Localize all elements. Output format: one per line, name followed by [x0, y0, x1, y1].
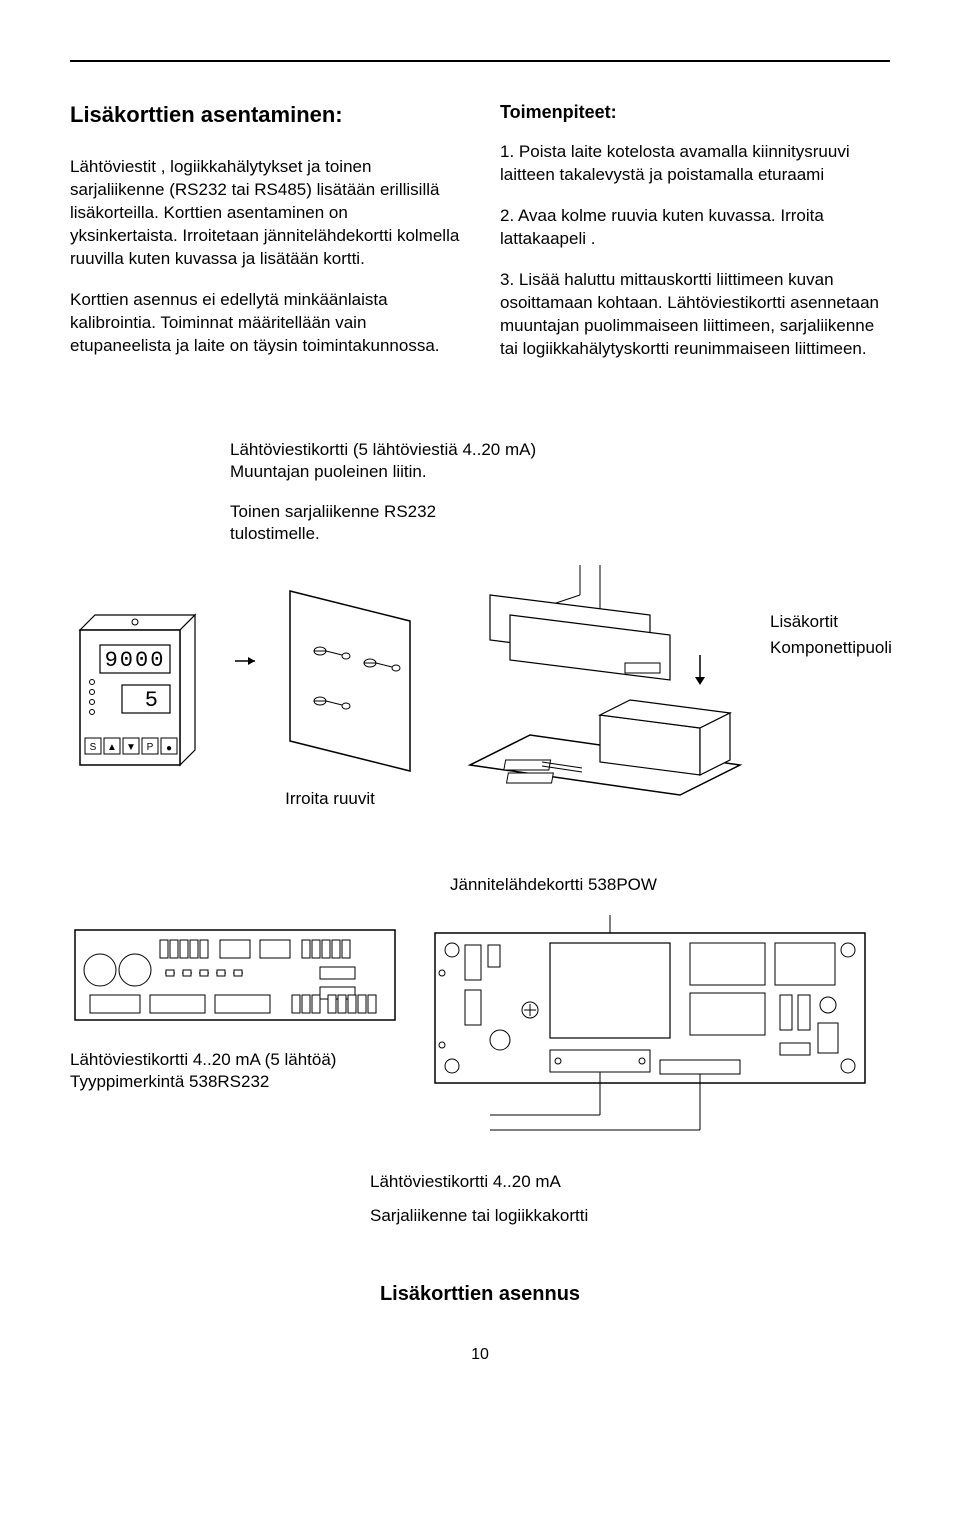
- step-3: 3. Lisää haluttu mittauskortti liittimee…: [500, 269, 890, 361]
- svg-text:▲: ▲: [107, 742, 117, 753]
- pcb-row: Lähtöviestikortti 4..20 mA (5 lähtöä) Ty…: [70, 915, 890, 1135]
- mid-label-1a: Lähtöviestikortti (5 lähtöviestiä 4..20 …: [230, 440, 536, 459]
- top-rule: [70, 60, 890, 62]
- screws-label: Irroita ruuvit: [230, 789, 430, 809]
- svg-text:P: P: [147, 742, 154, 753]
- left-para-1: Lähtöviestit , logiikkahälytykset ja toi…: [70, 156, 460, 271]
- output-card-caption-1: Lähtöviestikortti 4..20 mA (5 lähtöä): [70, 1050, 336, 1069]
- mid-label-2a: Toinen sarjaliikenne RS232: [230, 502, 436, 521]
- step-2: 2. Avaa kolme ruuvia kuten kuvassa. Irro…: [500, 205, 890, 251]
- output-card-caption-2: Tyyppimerkintä 538RS232: [70, 1072, 269, 1091]
- right-column: Toimenpiteet: 1. Poista laite kotelosta …: [500, 102, 890, 379]
- cards-labels: Lisäkortit Komponettipuoli: [770, 609, 892, 660]
- psu-label: Jännitelähdekortti 538POW: [450, 875, 890, 895]
- screw-plate-diagram: Irroita ruuvit: [230, 581, 430, 809]
- middle-leader-labels: Lähtöviestikortti (5 lähtöviestiä 4..20 …: [230, 439, 890, 545]
- left-para-2: Korttien asennus ei edellytä minkäänlais…: [70, 289, 460, 358]
- svg-text:S: S: [90, 742, 97, 753]
- front-panel-diagram: 9000 5 S ▲ ▼ P ●: [70, 610, 210, 780]
- page-number: 10: [70, 1346, 890, 1364]
- svg-text:5: 5: [145, 688, 158, 713]
- two-column-text: Lisäkorttien asentaminen: Lähtöviestit ,…: [70, 102, 890, 379]
- wire-label-2: Sarjaliikenne tai logiikkakortti: [370, 1199, 890, 1233]
- left-column: Lisäkorttien asentaminen: Lähtöviestit ,…: [70, 102, 460, 379]
- output-card-block: Lähtöviestikortti 4..20 mA (5 lähtöä) Ty…: [70, 915, 400, 1093]
- psu-board-block: [430, 915, 870, 1135]
- output-card-caption: Lähtöviestikortti 4..20 mA (5 lähtöä) Ty…: [70, 1049, 400, 1093]
- right-title: Toimenpiteet:: [500, 102, 890, 123]
- wire-labels: Lähtöviestikortti 4..20 mA Sarjaliikenne…: [370, 1165, 890, 1233]
- svg-text:●: ●: [166, 743, 172, 754]
- cards-label-1: Lisäkortit: [770, 609, 892, 635]
- exploded-diagram-row: 9000 5 S ▲ ▼ P ●: [70, 565, 890, 825]
- mid-label-2b: tulostimelle.: [230, 524, 320, 543]
- cards-base-diagram: [450, 565, 750, 825]
- mid-label-2: Toinen sarjaliikenne RS232 tulostimelle.: [230, 501, 890, 545]
- mid-label-1b: Muuntajan puoleinen liitin.: [230, 462, 427, 481]
- cards-label-2: Komponettipuoli: [770, 635, 892, 661]
- svg-text:9000: 9000: [105, 648, 166, 673]
- svg-text:▼: ▼: [126, 742, 136, 753]
- left-title: Lisäkorttien asentaminen:: [70, 102, 460, 128]
- footer-title: Lisäkorttien asennus: [70, 1283, 890, 1306]
- wire-label-1: Lähtöviestikortti 4..20 mA: [370, 1165, 890, 1199]
- mid-label-1: Lähtöviestikortti (5 lähtöviestiä 4..20 …: [230, 439, 890, 483]
- step-1: 1. Poista laite kotelosta avamalla kiinn…: [500, 141, 890, 187]
